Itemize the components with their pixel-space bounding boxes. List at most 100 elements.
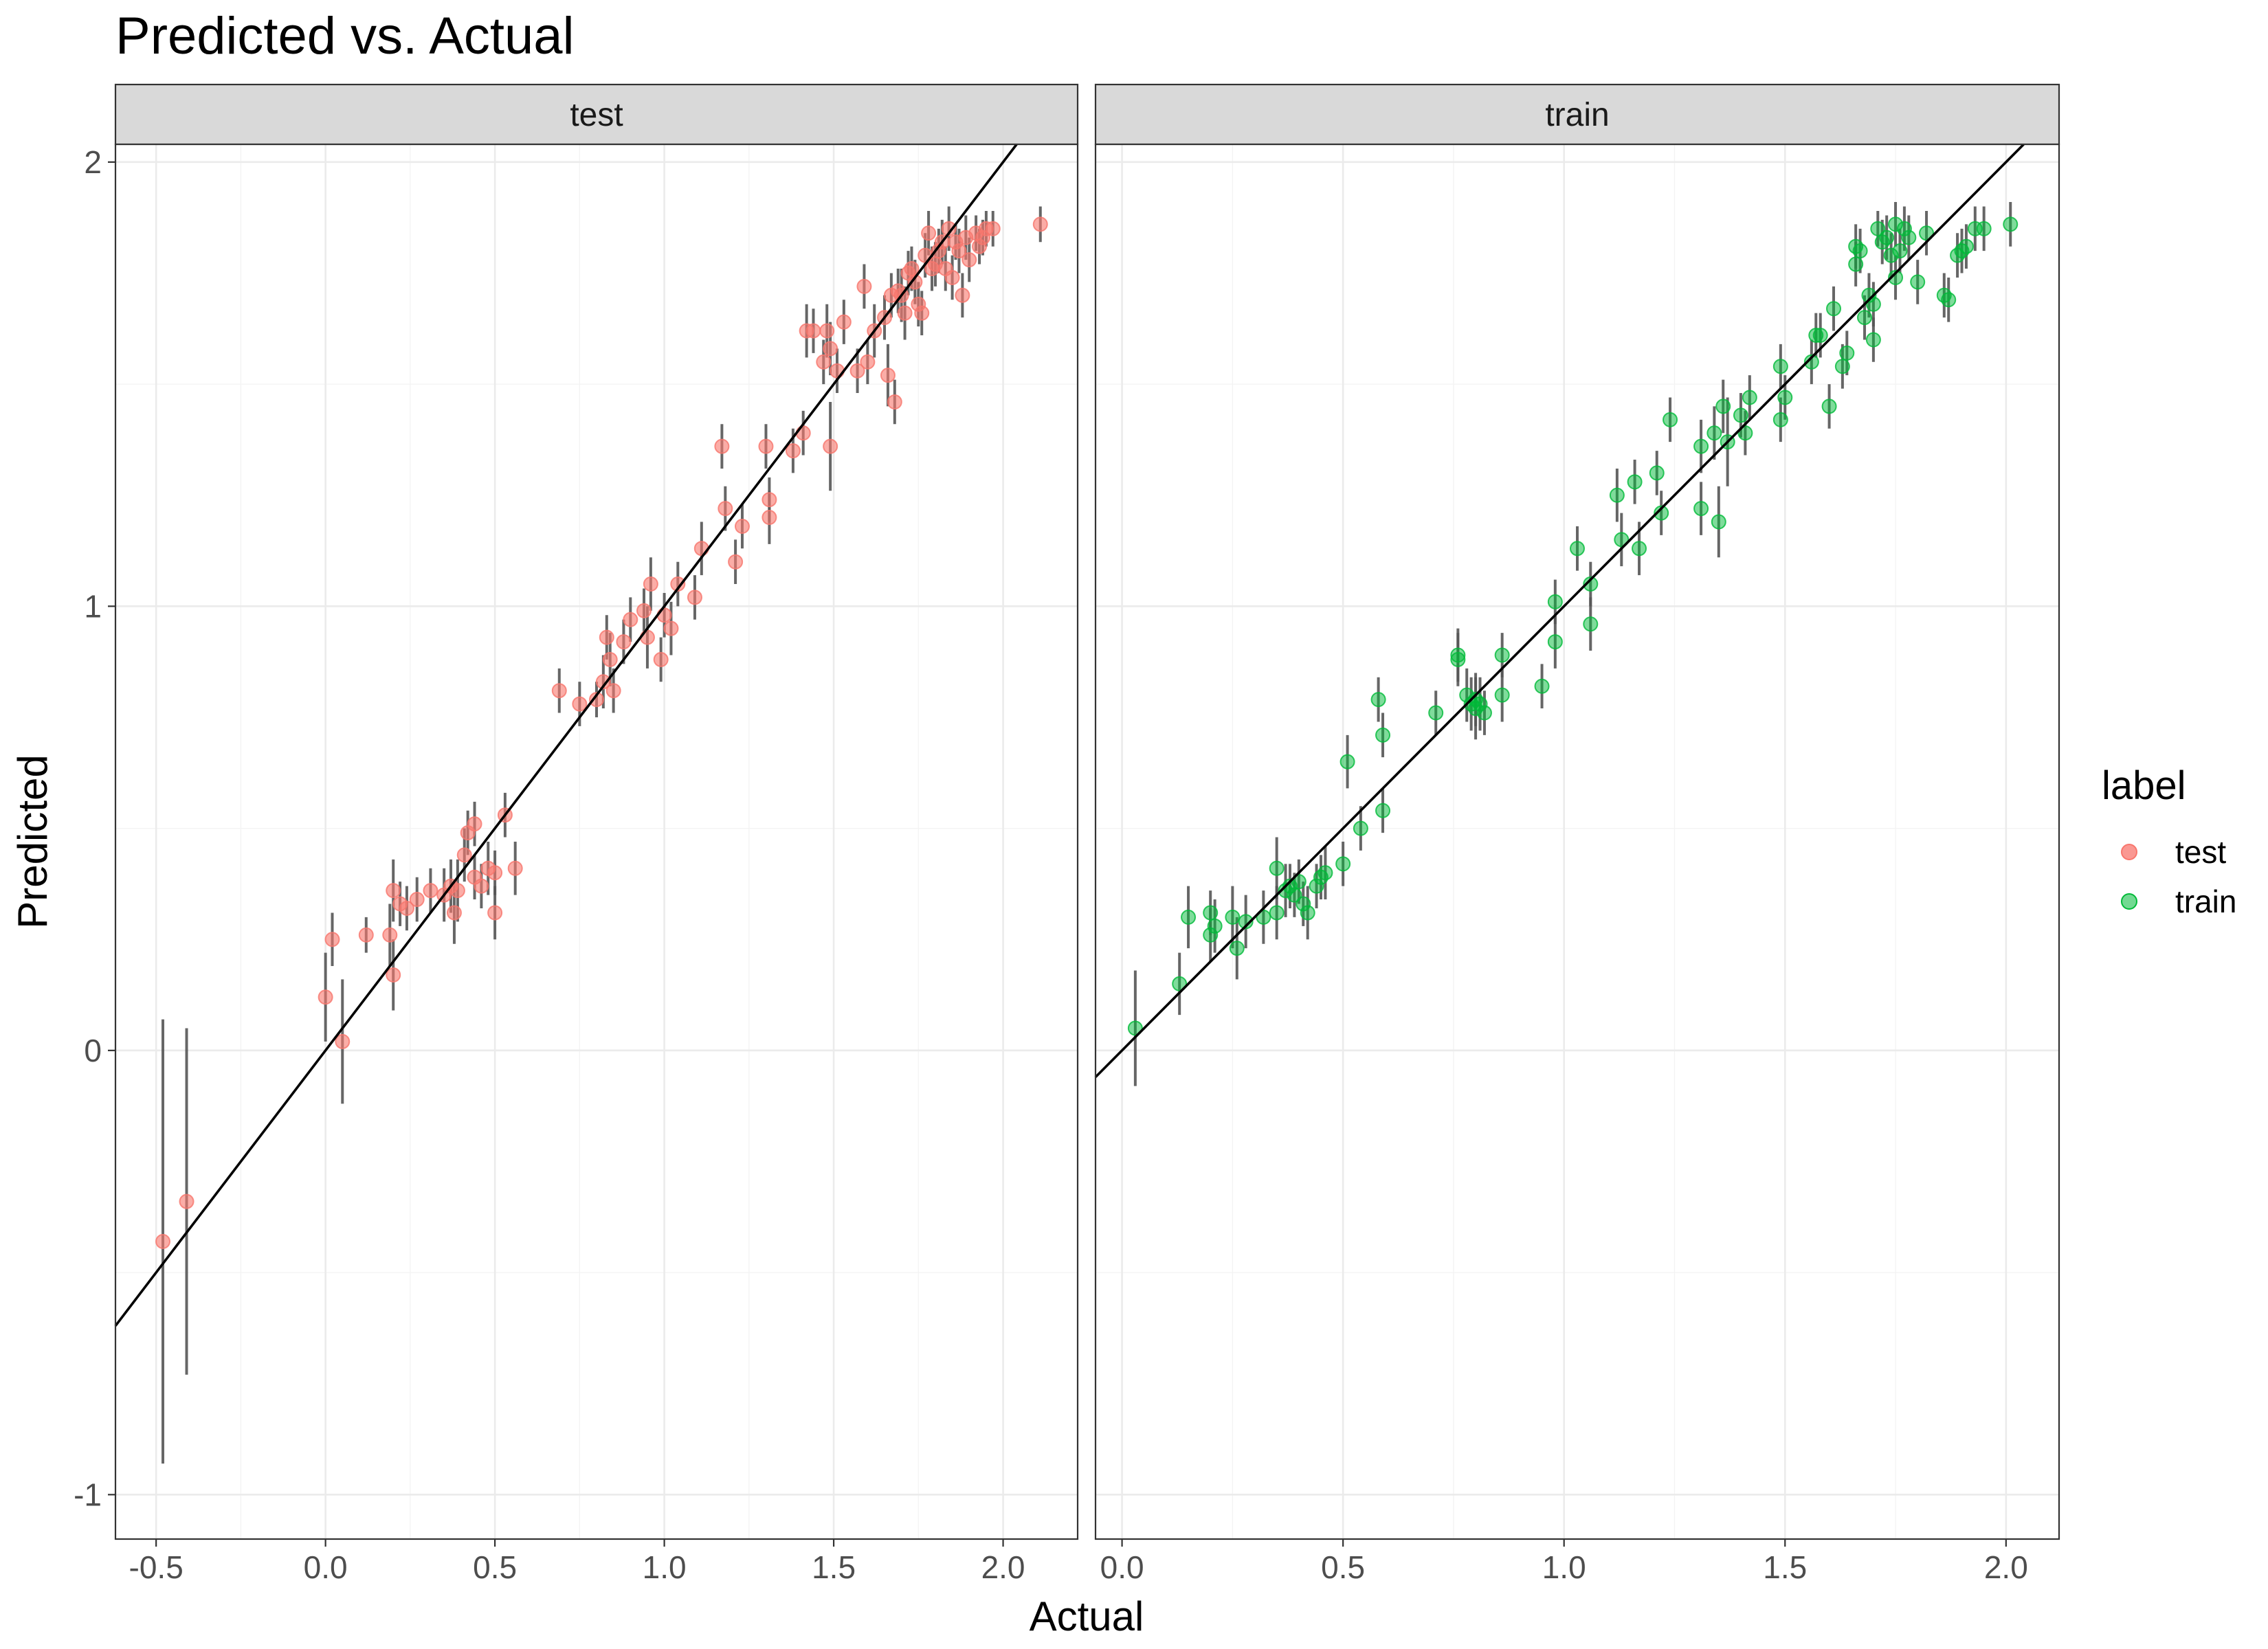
data-point [1450,647,1466,663]
data-point [318,989,333,1005]
data-point [386,883,401,899]
data-point [1181,909,1197,925]
data-point [1291,874,1307,890]
data-point [941,221,957,236]
data-point [623,612,638,627]
data-point [1583,616,1599,632]
data-point [1706,425,1722,441]
panel-data [1094,143,2025,1086]
data-point [1772,359,1788,374]
data-point [1335,856,1351,872]
data-point [449,883,465,899]
panel-gridlines [115,144,1078,1539]
data-point [1269,905,1285,921]
data-point [1892,243,1908,259]
data-point [663,620,679,636]
data-point [636,603,652,618]
data-point [1570,541,1585,557]
data-point [1494,687,1510,703]
x-tick-label: 0.0 [1100,1549,1144,1585]
data-point [1777,390,1793,405]
data-point [1803,354,1819,370]
data-point [1958,238,1974,254]
data-point [961,252,977,268]
data-point [687,590,702,605]
data-point [409,892,425,908]
data-point [1534,678,1550,694]
data-point [2003,216,2019,232]
data-point [1663,412,1678,427]
data-point [1172,976,1188,991]
facet-panel-train: train 0.0 0.5 1.0 1.5 2.0 [1094,83,2060,1585]
data-point [785,443,801,459]
data-point [1547,594,1563,609]
data-point [985,221,1001,236]
x-axis-ticks: -0.5 0.0 0.5 1.0 1.5 2.0 [129,1539,1025,1585]
data-point [836,314,852,330]
data-point [1632,541,1647,557]
chart-title: Predicted vs. Actual [115,7,574,65]
data-point [487,905,503,921]
data-point [324,932,340,947]
data-point [897,305,913,321]
data-point [599,629,614,645]
data-point [1941,292,1957,308]
data-point [1711,514,1726,530]
y-tick-label: 1 [84,588,102,624]
x-tick-label: 0.5 [1321,1549,1365,1585]
x-tick-label: 0.0 [304,1549,348,1585]
identity-line [114,143,1018,1327]
x-axis-ticks: 0.0 0.5 1.0 1.5 2.0 [1100,1539,2028,1585]
data-point [1821,399,1837,414]
data-point [1609,487,1625,503]
data-point [1852,243,1868,259]
data-point [653,651,669,667]
data-point [551,683,567,699]
data-point [1812,327,1828,343]
data-point [1370,692,1386,708]
data-point [1614,532,1630,548]
x-tick-label: 1.0 [1542,1549,1586,1585]
data-point [1627,474,1643,490]
data-point [507,860,523,876]
data-point [1865,332,1881,348]
data-point [1693,501,1709,517]
data-point [1879,229,1895,245]
x-tick-label: 1.5 [812,1549,856,1585]
data-point [1888,269,1904,285]
x-tick-label: 1.0 [643,1549,687,1585]
data-point [1229,941,1245,956]
data-point [335,1033,351,1049]
legend-key-train [2121,893,2137,910]
data-point [761,510,777,526]
legend-title: label [2102,763,2186,808]
data-point [1737,425,1753,441]
data-point [823,438,838,454]
y-tick-label: -1 [74,1477,102,1512]
data-point [467,816,482,832]
x-tick-label: -0.5 [129,1549,184,1585]
data-point [1834,359,1850,374]
data-point [1848,256,1864,272]
data-point [1375,803,1391,818]
data-point [1547,634,1563,650]
data-point [1857,310,1873,326]
data-point [714,438,730,454]
data-point [1654,505,1669,521]
data-point [1583,576,1599,592]
data-point [1207,918,1223,934]
data-point [423,883,438,899]
data-point [1225,909,1241,925]
data-point [656,607,672,623]
data-point [944,269,960,285]
data-point [904,261,920,277]
legend-key-test [2121,844,2137,860]
data-point [907,274,923,290]
data-point [1733,407,1748,423]
data-point [179,1193,194,1209]
data-point [880,368,896,383]
data-point [589,692,604,708]
data-point [951,243,967,259]
data-point [849,363,865,379]
data-point [1649,465,1665,481]
